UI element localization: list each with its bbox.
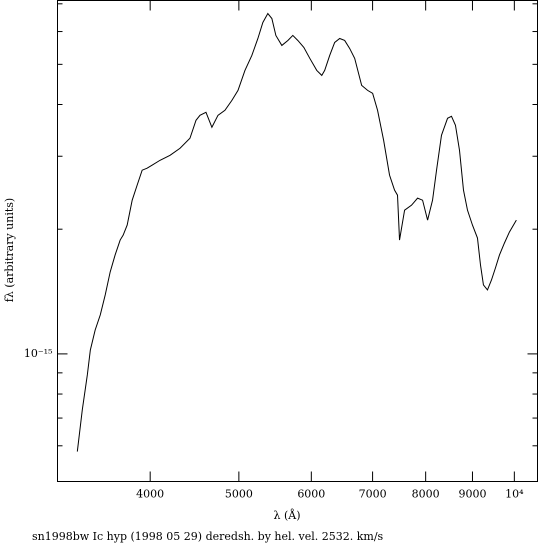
x-tick-label: 6000 bbox=[297, 488, 325, 501]
spectrum-line bbox=[76, 12, 517, 452]
x-tick-label: 10⁴ bbox=[505, 488, 524, 501]
y-tick-label: 10⁻¹⁵ bbox=[24, 347, 53, 360]
x-tick-label: 5000 bbox=[225, 488, 253, 501]
y-axis-label: fλ (arbitrary units) bbox=[3, 198, 16, 302]
plot-frame bbox=[57, 0, 538, 482]
x-tick-label: 9000 bbox=[458, 488, 486, 501]
x-tick-label: 4000 bbox=[136, 488, 164, 501]
caption: sn1998bw Ic hyp (1998 05 29) deredsh. by… bbox=[32, 530, 384, 543]
x-axis-label: λ (Å) bbox=[274, 508, 301, 522]
x-tick-label: 8000 bbox=[412, 488, 440, 501]
x-tick-label: 7000 bbox=[359, 488, 387, 501]
